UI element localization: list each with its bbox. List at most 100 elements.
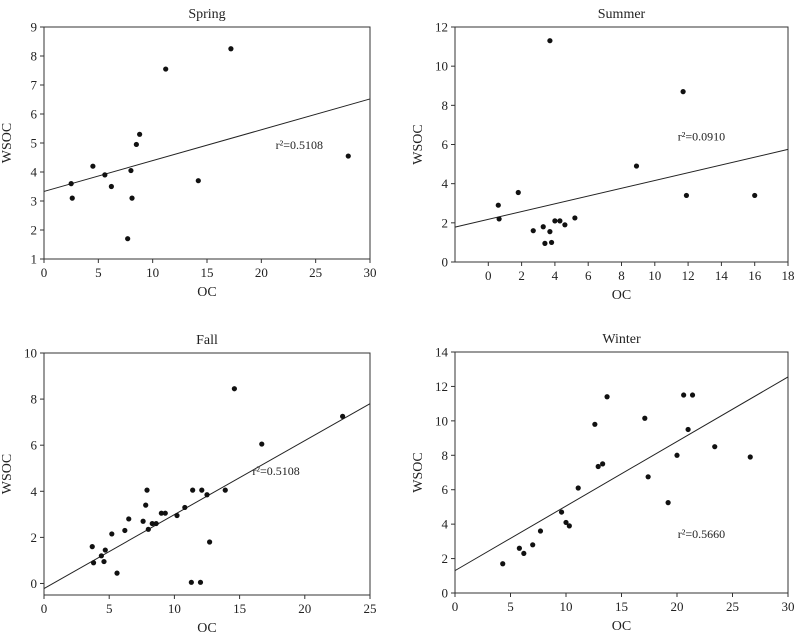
summer-title: Summer (598, 7, 646, 22)
fall-data-point (144, 487, 150, 493)
winter-x-tick-label: 5 (507, 599, 514, 614)
summer-data-point (542, 240, 548, 246)
winter-x-tick-label: 25 (726, 599, 739, 614)
spring-data-point (133, 141, 139, 148)
fall-data-point (101, 558, 107, 565)
winter-data-point (558, 509, 565, 515)
fall-x-axis-label: OC (197, 621, 216, 636)
winter-data-point (516, 545, 522, 551)
fall-panel: Fall 0 5 10 15 20 25 0 2 4 6 8 10 OC WSOC r²=0.5108 (0, 333, 377, 636)
winter-data-point (747, 454, 753, 460)
winter-x-tick-label: 10 (560, 599, 573, 614)
spring-data-point (128, 167, 134, 174)
spring-y-tick-label: 6 (31, 107, 38, 122)
summer-data-point (633, 163, 640, 169)
summer-data-point (515, 189, 521, 196)
fall-x-tick-label: 15 (233, 601, 246, 616)
spring-data-point (163, 66, 169, 72)
fall-data-point (182, 504, 188, 511)
summer-x-tick-label: 2 (518, 268, 525, 283)
spring-data-point (102, 172, 108, 178)
winter-y-tick-label: 0 (442, 586, 449, 601)
winter-x-tick-label: 15 (615, 599, 628, 614)
winter-data-point (521, 550, 527, 557)
fall-data-point (122, 527, 128, 534)
spring-panel: Spring 0 5 10 15 20 25 30 1 2 3 4 5 6 7 8 9 OC WSOC r²=0.51… (0, 7, 377, 300)
fall-data-point (145, 526, 151, 532)
winter-y-tick-label: 4 (442, 517, 449, 532)
winter-panel: Winter 0 5 10 15 20 25 30 0 2 4 6 8 10 12 14 OC WSOC r²=0.… (411, 332, 795, 634)
winter-data-point (575, 485, 581, 491)
spring-x-tick-label: 10 (146, 265, 159, 280)
spring-y-tick-label: 2 (31, 223, 38, 238)
fall-data-point (259, 441, 265, 447)
winter-data-point (500, 561, 506, 567)
fall-plot-frame (43, 352, 371, 596)
summer-r-squared-label: r²=0.0910 (678, 130, 725, 144)
winter-regression-line (454, 376, 789, 572)
winter-data-point (600, 461, 606, 467)
winter-x-tick-label: 30 (782, 599, 795, 614)
summer-data-point (496, 216, 502, 222)
summer-data-point (547, 38, 553, 44)
spring-x-axis-label: OC (197, 285, 216, 300)
summer-data-point (540, 224, 546, 230)
spring-y-tick-label: 1 (31, 252, 38, 267)
spring-x-tick-label: 30 (364, 265, 377, 280)
summer-x-tick-label: 6 (585, 268, 592, 283)
spring-r-squared-label: r²=0.5108 (276, 138, 323, 152)
winter-y-tick-label: 6 (442, 482, 449, 497)
fall-data-point (149, 520, 155, 527)
fall-x-tick-label: 10 (168, 601, 181, 616)
summer-data-point (562, 222, 568, 228)
spring-data-point (228, 46, 234, 52)
summer-plot-frame (454, 26, 789, 263)
fall-data-point (207, 539, 213, 545)
summer-data-point (548, 239, 555, 246)
summer-x-tick-label: 18 (782, 268, 795, 283)
fall-title: Fall (196, 333, 218, 348)
fall-y-tick-label: 4 (31, 484, 38, 499)
winter-r-squared-label: r²=0.5660 (678, 527, 725, 541)
winter-data-point (563, 519, 569, 526)
fall-data-point (143, 502, 149, 508)
spring-data-point (90, 163, 96, 169)
spring-data-point (125, 236, 131, 242)
summer-data-point (495, 202, 501, 208)
spring-x-tick-label: 5 (95, 265, 102, 280)
fall-data-point (90, 560, 97, 566)
spring-regression-line (43, 98, 371, 192)
fall-data-point (109, 531, 115, 537)
spring-y-tick-label: 8 (31, 49, 38, 64)
summer-x-axis-label: OC (612, 288, 631, 303)
winter-y-axis-label: WSOC (411, 452, 426, 492)
summer-y-tick-label: 4 (442, 176, 449, 191)
winter-y-tick-label: 12 (435, 379, 448, 394)
winter-x-tick-label: 0 (452, 599, 459, 614)
winter-data-point (674, 452, 680, 458)
winter-y-tick-label: 2 (442, 551, 449, 566)
fall-data-point (102, 547, 108, 553)
winter-data-point (645, 474, 651, 480)
summer-data-point (752, 192, 758, 199)
fall-y-tick-label: 8 (31, 392, 38, 407)
fall-x-tick-label: 25 (364, 601, 377, 616)
summer-x-tick-label: 16 (748, 268, 762, 283)
summer-data-point (552, 218, 558, 224)
winter-data-point (665, 500, 671, 506)
spring-y-tick-label: 4 (31, 165, 38, 180)
fall-data-point (114, 570, 120, 576)
fall-data-point (190, 487, 196, 493)
summer-x-tick-label: 14 (715, 268, 729, 283)
fall-y-tick-label: 10 (24, 346, 37, 361)
winter-data-point (604, 394, 610, 400)
spring-data-point (195, 178, 201, 184)
spring-x-tick-label: 25 (309, 265, 322, 280)
summer-y-axis-label: WSOC (411, 124, 426, 164)
fall-data-point (199, 487, 205, 493)
winter-data-point (689, 392, 696, 398)
winter-x-tick-label: 20 (671, 599, 684, 614)
winter-data-point (530, 542, 536, 548)
spring-x-tick-label: 0 (41, 265, 48, 280)
spring-y-tick-label: 7 (31, 78, 38, 93)
